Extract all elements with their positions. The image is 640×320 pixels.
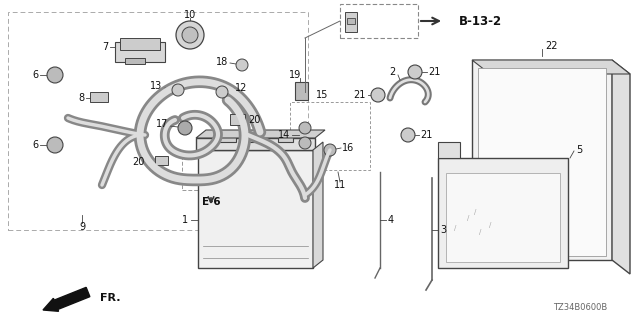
Text: 18: 18	[216, 57, 228, 67]
Circle shape	[178, 121, 192, 135]
Bar	[340, 4, 418, 38]
Text: 21: 21	[428, 67, 440, 77]
Polygon shape	[120, 38, 160, 50]
Bar	[8, 12, 308, 230]
Polygon shape	[248, 132, 266, 142]
Text: 6: 6	[32, 140, 38, 150]
Polygon shape	[230, 114, 245, 125]
Circle shape	[172, 84, 184, 96]
Polygon shape	[446, 173, 560, 262]
Text: 15: 15	[316, 90, 328, 100]
Circle shape	[47, 137, 63, 153]
Polygon shape	[155, 156, 168, 165]
Circle shape	[299, 137, 311, 149]
Polygon shape	[125, 58, 145, 64]
FancyArrow shape	[43, 287, 90, 311]
Circle shape	[299, 122, 311, 134]
Text: 9: 9	[79, 222, 85, 232]
Bar	[345, 12, 357, 32]
Polygon shape	[196, 130, 325, 138]
Polygon shape	[313, 142, 323, 268]
Text: 3: 3	[440, 225, 446, 235]
Text: 1: 1	[182, 215, 188, 225]
Text: 22: 22	[546, 41, 558, 51]
Circle shape	[176, 21, 204, 49]
Circle shape	[401, 128, 415, 142]
Bar	[347, 18, 355, 24]
Text: 16: 16	[342, 143, 355, 153]
Text: 17: 17	[156, 119, 168, 129]
Circle shape	[324, 144, 336, 156]
Text: 13: 13	[150, 81, 162, 91]
Polygon shape	[612, 60, 630, 274]
Text: 12: 12	[235, 83, 248, 93]
Text: E-6: E-6	[202, 197, 220, 207]
Text: /: /	[454, 225, 456, 231]
Polygon shape	[295, 82, 308, 100]
Text: 19: 19	[289, 70, 301, 80]
Polygon shape	[213, 132, 236, 142]
Text: 5: 5	[576, 145, 582, 155]
Circle shape	[216, 86, 228, 98]
Circle shape	[408, 65, 422, 79]
Circle shape	[236, 59, 248, 71]
Bar	[182, 152, 240, 190]
Text: 8: 8	[78, 93, 84, 103]
Circle shape	[182, 27, 198, 43]
Bar	[290, 102, 370, 170]
Polygon shape	[472, 60, 612, 260]
Text: /: /	[467, 215, 469, 221]
Polygon shape	[472, 60, 630, 74]
Text: 20: 20	[248, 115, 260, 125]
Polygon shape	[278, 133, 293, 142]
Polygon shape	[438, 142, 460, 158]
Text: /: /	[474, 209, 476, 215]
Polygon shape	[115, 42, 165, 62]
Text: 14: 14	[278, 130, 290, 140]
Circle shape	[47, 67, 63, 83]
Text: 6: 6	[32, 70, 38, 80]
Text: /: /	[489, 222, 491, 228]
Polygon shape	[438, 158, 568, 268]
Text: 4: 4	[388, 215, 394, 225]
Text: 11: 11	[334, 180, 346, 190]
Text: FR.: FR.	[100, 293, 120, 303]
Text: 21: 21	[354, 90, 366, 100]
Circle shape	[371, 88, 385, 102]
Text: 10: 10	[184, 10, 196, 20]
Text: 7: 7	[102, 42, 108, 52]
Text: B-13-2: B-13-2	[458, 14, 502, 28]
Text: 2: 2	[389, 67, 395, 77]
Text: /: /	[479, 229, 481, 235]
Text: 21: 21	[420, 130, 433, 140]
Bar	[492, 72, 522, 90]
Text: TZ34B0600B: TZ34B0600B	[553, 303, 607, 313]
Polygon shape	[196, 138, 315, 150]
Text: 20: 20	[132, 157, 145, 167]
Polygon shape	[198, 150, 313, 268]
Polygon shape	[90, 92, 108, 102]
Polygon shape	[478, 68, 606, 256]
